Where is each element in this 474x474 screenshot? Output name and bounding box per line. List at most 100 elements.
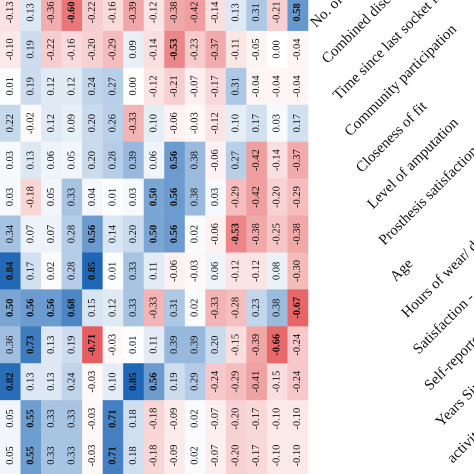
heatmap-cell <box>164 363 186 401</box>
heatmap-cell-value: -0.06 <box>169 260 180 282</box>
heatmap-cell <box>0 437 21 474</box>
heatmap-cell <box>246 400 268 438</box>
heatmap-cell <box>287 215 309 253</box>
heatmap-cell <box>225 141 247 179</box>
heatmap-cell-value: 0.33 <box>66 409 77 427</box>
heatmap-cell-value: 0.12 <box>66 77 77 95</box>
heatmap-cell <box>246 67 268 106</box>
heatmap-cell <box>61 252 83 290</box>
heatmap-cell <box>102 289 124 327</box>
heatmap-cell <box>287 363 309 401</box>
heatmap-cell <box>266 363 288 401</box>
heatmap-cell <box>20 215 42 253</box>
heatmap-cell-value: -0.14 <box>210 1 221 24</box>
heatmap-cell-value: 0.20 <box>210 336 221 354</box>
heatmap-cell-value: 0.24 <box>87 76 98 95</box>
heatmap-cell-value: 0.68 <box>66 299 77 317</box>
heatmap-cell-value: 0.38 <box>190 188 201 206</box>
heatmap-cell-value: -0.15 <box>272 371 283 393</box>
heatmap-cell-value: -0.53 <box>231 223 242 245</box>
heatmap-cell <box>184 400 206 438</box>
heatmap-cell-value: -0.29 <box>107 38 118 60</box>
heatmap-cell-value: 0.11 <box>149 262 160 280</box>
heatmap-cell-value: 0.58 <box>292 3 303 21</box>
heatmap-cell-value: 0.18 <box>128 446 139 464</box>
heatmap-cell-value: -0.33 <box>128 112 139 134</box>
heatmap-cell <box>61 141 83 179</box>
heatmap-cell <box>287 0 309 32</box>
heatmap-cell-value: -0.12 <box>149 2 160 24</box>
heatmap-cell-value: -0.33 <box>149 297 160 319</box>
heatmap-cell <box>123 437 145 474</box>
heatmap-cell <box>61 178 83 216</box>
heatmap-cell <box>184 437 206 474</box>
heatmap-cell <box>82 0 103 32</box>
heatmap-cell <box>205 141 227 179</box>
heatmap-cell-value: 0.39 <box>169 336 180 354</box>
heatmap-cell-value: 0.19 <box>25 40 36 58</box>
heatmap-cell <box>41 30 62 69</box>
heatmap-cell-value: 0.09 <box>66 114 77 132</box>
heatmap-cell-value: 0.12 <box>46 77 57 95</box>
heatmap-cell <box>164 0 186 32</box>
heatmap-cell <box>61 326 83 364</box>
heatmap-cell-value: 0.31 <box>251 3 262 21</box>
heatmap-cell <box>102 400 124 438</box>
heatmap-cell-value: 0.26 <box>107 114 118 132</box>
heatmap-cell <box>82 289 103 327</box>
heatmap-cell <box>184 67 206 106</box>
heatmap-cell-value: 0.09 <box>128 40 139 58</box>
heatmap-cell-value: 0.13 <box>46 373 57 391</box>
heatmap-cell-value: 0.03 <box>272 114 283 132</box>
heatmap-cell <box>143 215 165 253</box>
heatmap-cell-value: 0.33 <box>46 409 57 427</box>
heatmap-cell <box>123 178 145 216</box>
heatmap-cell-value: 0.06 <box>46 151 57 169</box>
heatmap-cell <box>41 178 62 216</box>
heatmap-cell-value: 0.19 <box>169 373 180 391</box>
heatmap-cell <box>164 104 186 142</box>
heatmap-cell <box>287 437 309 474</box>
heatmap-cell <box>225 289 247 327</box>
heatmap-cell-value: -0.29 <box>231 371 242 393</box>
heatmap-cell <box>102 0 124 32</box>
heatmap-cell-value: -0.20 <box>231 445 242 467</box>
heatmap-cell <box>164 252 186 290</box>
heatmap-cell <box>0 104 21 142</box>
heatmap-cell-value: -0.15 <box>231 334 242 356</box>
heatmap-cell <box>266 252 288 290</box>
heatmap-cell <box>225 363 247 401</box>
heatmap-cell-value: 0.31 <box>169 299 180 317</box>
heatmap-cell <box>184 0 206 32</box>
heatmap-cell <box>102 141 124 179</box>
heatmap-cell-value: 0.07 <box>25 225 36 243</box>
heatmap-cell-value: -0.14 <box>272 148 283 171</box>
heatmap-cell-value: 0.13 <box>25 151 36 169</box>
heatmap-cell-value: 0.56 <box>149 373 160 391</box>
heatmap-cell-value: 0.71 <box>107 446 118 464</box>
heatmap-cell-value: 0.08 <box>272 262 283 280</box>
heatmap-cell <box>123 215 145 253</box>
heatmap-cell-value: 0.02 <box>190 409 201 427</box>
heatmap-cell <box>61 400 83 438</box>
heatmap-cell <box>20 104 42 142</box>
heatmap-cell-value: -0.42 <box>190 2 201 24</box>
heatmap-cell-value: -0.05 <box>251 38 262 60</box>
heatmap-cell-value: -0.18 <box>149 408 160 430</box>
heatmap-cell-value: -0.17 <box>210 75 221 97</box>
heatmap-cell <box>266 30 288 69</box>
heatmap-cell <box>287 30 309 69</box>
heatmap-cell <box>0 0 21 32</box>
heatmap-cell-value: -0.06 <box>210 149 221 171</box>
heatmap-cell-value: 0.13 <box>25 3 36 21</box>
heatmap-cell-value: 0.33 <box>128 299 139 317</box>
heatmap-cell-value: 0.20 <box>87 114 98 132</box>
heatmap-cell <box>287 141 309 179</box>
heatmap-cell <box>20 0 42 32</box>
heatmap-cell <box>266 326 288 364</box>
heatmap-cell-value: 0.10 <box>231 114 242 132</box>
heatmap-cell-value: -0.39 <box>251 334 262 356</box>
heatmap-cell-value: 0.56 <box>169 225 180 243</box>
heatmap-cell <box>82 215 103 253</box>
heatmap-cell-value: 0.06 <box>149 151 160 169</box>
